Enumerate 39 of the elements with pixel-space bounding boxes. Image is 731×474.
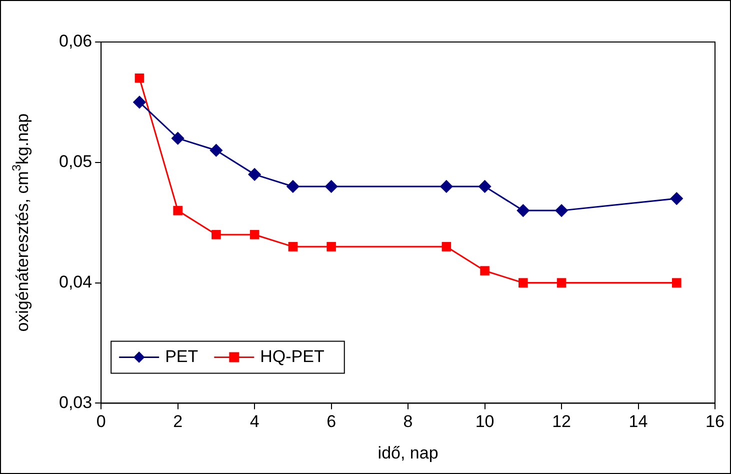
legend-label: HQ-PET (260, 346, 324, 366)
y-axis-title: oxigénáteresztés, cm3kg.nap (9, 113, 32, 332)
point (442, 242, 452, 252)
point (325, 180, 338, 193)
x-tick-label: 8 (403, 412, 413, 432)
x-tick-label: 6 (326, 412, 336, 432)
point (672, 278, 682, 288)
point (518, 278, 528, 288)
point (670, 192, 683, 205)
point (556, 278, 566, 288)
x-tick-label: 14 (628, 412, 648, 432)
y-tick-label: 0,03 (58, 392, 92, 412)
point (516, 204, 530, 217)
x-tick-label: 4 (250, 412, 260, 432)
point (555, 204, 568, 217)
point (134, 73, 144, 83)
x-tick-label: 12 (552, 412, 571, 432)
point (173, 206, 182, 216)
y-tick-label: 0,04 (58, 272, 92, 292)
legend-label: PET (165, 346, 198, 366)
point (288, 242, 298, 252)
y-tick-label: 0,05 (58, 152, 92, 172)
y-tick-label: 0,06 (58, 32, 92, 51)
point (286, 180, 300, 193)
x-tick-label: 0 (96, 412, 106, 432)
point (440, 180, 453, 193)
point (478, 180, 492, 193)
point (326, 242, 336, 252)
point (172, 132, 184, 145)
x-tick-label: 2 (173, 412, 183, 432)
x-axis-title: idő, nap (378, 443, 438, 462)
point (210, 144, 222, 157)
x-tick-label: 10 (475, 412, 494, 432)
point (248, 168, 261, 181)
point (250, 230, 260, 240)
point (212, 230, 221, 240)
x-tick-label: 16 (706, 412, 724, 432)
point (133, 96, 146, 108)
point (480, 266, 490, 276)
